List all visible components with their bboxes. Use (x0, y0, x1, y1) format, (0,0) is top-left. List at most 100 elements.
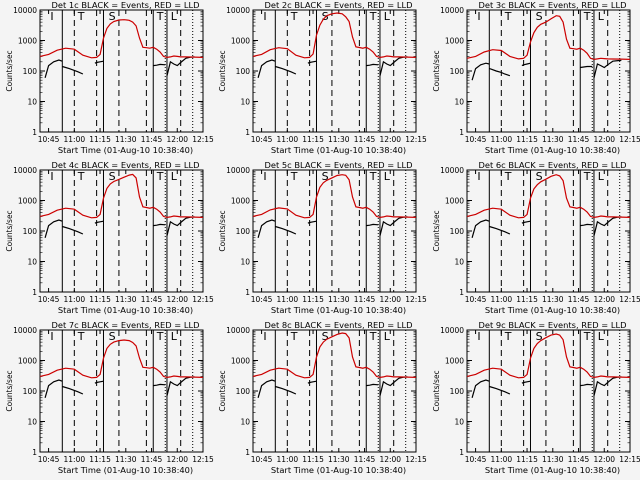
lld-series-line (466, 333, 631, 379)
events-series-line (521, 380, 531, 384)
x-axis-label: Start Time (01-Aug-10 10:38:40) (271, 305, 406, 315)
interval-marker-label: T (369, 330, 377, 343)
interval-marker-label: T (156, 170, 164, 183)
x-tick-label: 11:30 (115, 295, 137, 304)
y-tick-label: 1000 (445, 37, 464, 46)
events-series-line (44, 219, 63, 238)
panel-title: Det 5c BLACK = Events, RED = LLD (265, 160, 413, 170)
events-series-line (521, 220, 531, 224)
y-tick-label: 10 (240, 418, 250, 427)
lld-series-line (39, 339, 204, 379)
x-tick-label: 12:00 (593, 135, 615, 144)
y-axis-label: Counts/sec (218, 210, 227, 251)
x-tick-label: 11:00 (491, 135, 513, 144)
x-tick-label: 10:45 (38, 455, 60, 464)
x-tick-label: 12:15 (405, 295, 427, 304)
x-tick-label: 12:00 (379, 135, 401, 144)
events-series-line (580, 383, 593, 387)
y-tick-label: 100 (23, 227, 38, 236)
y-tick-label: 100 (450, 67, 465, 76)
x-tick-label: 12:00 (166, 295, 188, 304)
events-series-line (366, 383, 379, 387)
x-tick-label: 10:45 (251, 455, 273, 464)
y-tick-label: 10 (240, 98, 250, 107)
y-tick-label: 1 (245, 128, 250, 137)
interval-marker-label: L (598, 330, 605, 343)
events-series-line (94, 220, 104, 224)
x-tick-label: 12:15 (192, 295, 214, 304)
y-tick-label: 1 (32, 448, 37, 457)
interval-marker-label: S (322, 170, 329, 183)
events-series-line (257, 379, 276, 398)
x-tick-label: 12:00 (166, 135, 188, 144)
x-tick-label: 11:30 (328, 135, 350, 144)
y-tick-label: 10000 (440, 166, 464, 175)
panel-title: Det 1c BLACK = Events, RED = LLD (52, 0, 200, 10)
x-tick-label: 10:45 (38, 295, 60, 304)
y-tick-label: 10 (27, 418, 37, 427)
x-tick-label: 10:45 (251, 135, 273, 144)
x-tick-label: 11:00 (277, 135, 299, 144)
lld-series-line (466, 174, 631, 219)
events-series-line (593, 59, 622, 78)
x-tick-label: 12:00 (379, 295, 401, 304)
interval-marker-label: L (598, 170, 605, 183)
y-tick-label: 1000 (231, 37, 250, 46)
x-tick-label: 12:00 (379, 455, 401, 464)
interval-marker-label: T (504, 10, 512, 23)
y-tick-label: 10000 (226, 326, 250, 335)
events-series-line (580, 223, 593, 227)
interval-marker-label: L (171, 330, 178, 343)
y-tick-label: 100 (23, 67, 38, 76)
panel-title: Det 2c BLACK = Events, RED = LLD (265, 0, 413, 10)
panel-title: Det 4c BLACK = Events, RED = LLD (52, 160, 200, 170)
events-series-line (62, 225, 84, 235)
x-tick-label: 11:15 (516, 455, 538, 464)
x-tick-label: 11:45 (568, 455, 590, 464)
y-axis-label: Counts/sec (5, 210, 14, 251)
y-tick-label: 100 (23, 387, 38, 396)
y-tick-label: 1 (459, 288, 464, 297)
x-tick-label: 11:00 (64, 135, 86, 144)
x-tick-label: 11:30 (542, 135, 564, 144)
interval-marker-label: S (109, 330, 116, 343)
panel-title: Det 6c BLACK = Events, RED = LLD (479, 160, 627, 170)
x-axis-label: Start Time (01-Aug-10 10:38:40) (58, 145, 193, 155)
events-series-line (153, 63, 166, 67)
plot-frame (466, 329, 631, 453)
detector-panel: 1 10 100 1000 10000 10:45 11:00 11:15 11:30 11:45… (5, 320, 214, 475)
y-tick-label: 1000 (18, 197, 37, 206)
y-tick-label: 10000 (440, 326, 464, 335)
y-axis-label: Counts/sec (432, 50, 441, 91)
y-tick-label: 1 (459, 448, 464, 457)
interval-marker-label: T (290, 170, 298, 183)
x-tick-label: 11:15 (89, 295, 111, 304)
y-tick-label: 10 (27, 258, 37, 267)
x-tick-label: 11:45 (568, 135, 590, 144)
y-tick-label: 10 (454, 258, 464, 267)
y-tick-label: 10 (240, 258, 250, 267)
y-tick-label: 1000 (445, 357, 464, 366)
events-series-line (257, 219, 276, 238)
y-tick-label: 10000 (440, 6, 464, 15)
panel-title: Det 9c BLACK = Events, RED = LLD (479, 320, 627, 330)
interval-marker-label: I (263, 170, 266, 183)
y-tick-label: 1000 (18, 37, 37, 46)
y-tick-label: 1 (459, 128, 464, 137)
y-tick-label: 100 (236, 67, 251, 76)
x-tick-label: 12:00 (166, 455, 188, 464)
y-tick-label: 1 (32, 128, 37, 137)
events-series-line (366, 63, 379, 67)
x-axis-label: Start Time (01-Aug-10 10:38:40) (271, 145, 406, 155)
detector-panel: 1 10 100 1000 10000 10:45 11:00 11:15 11:30 11:45… (432, 0, 640, 155)
x-tick-label: 10:45 (251, 295, 273, 304)
interval-marker-label: T (290, 10, 298, 23)
interval-marker-label: L (598, 10, 605, 23)
plot-frame (252, 169, 417, 293)
interval-marker-label: S (109, 170, 116, 183)
x-tick-label: 11:45 (354, 455, 376, 464)
x-tick-label: 12:00 (593, 295, 615, 304)
events-series-line (275, 225, 297, 235)
interval-marker-label: T (156, 10, 164, 23)
events-series-line (275, 65, 297, 75)
